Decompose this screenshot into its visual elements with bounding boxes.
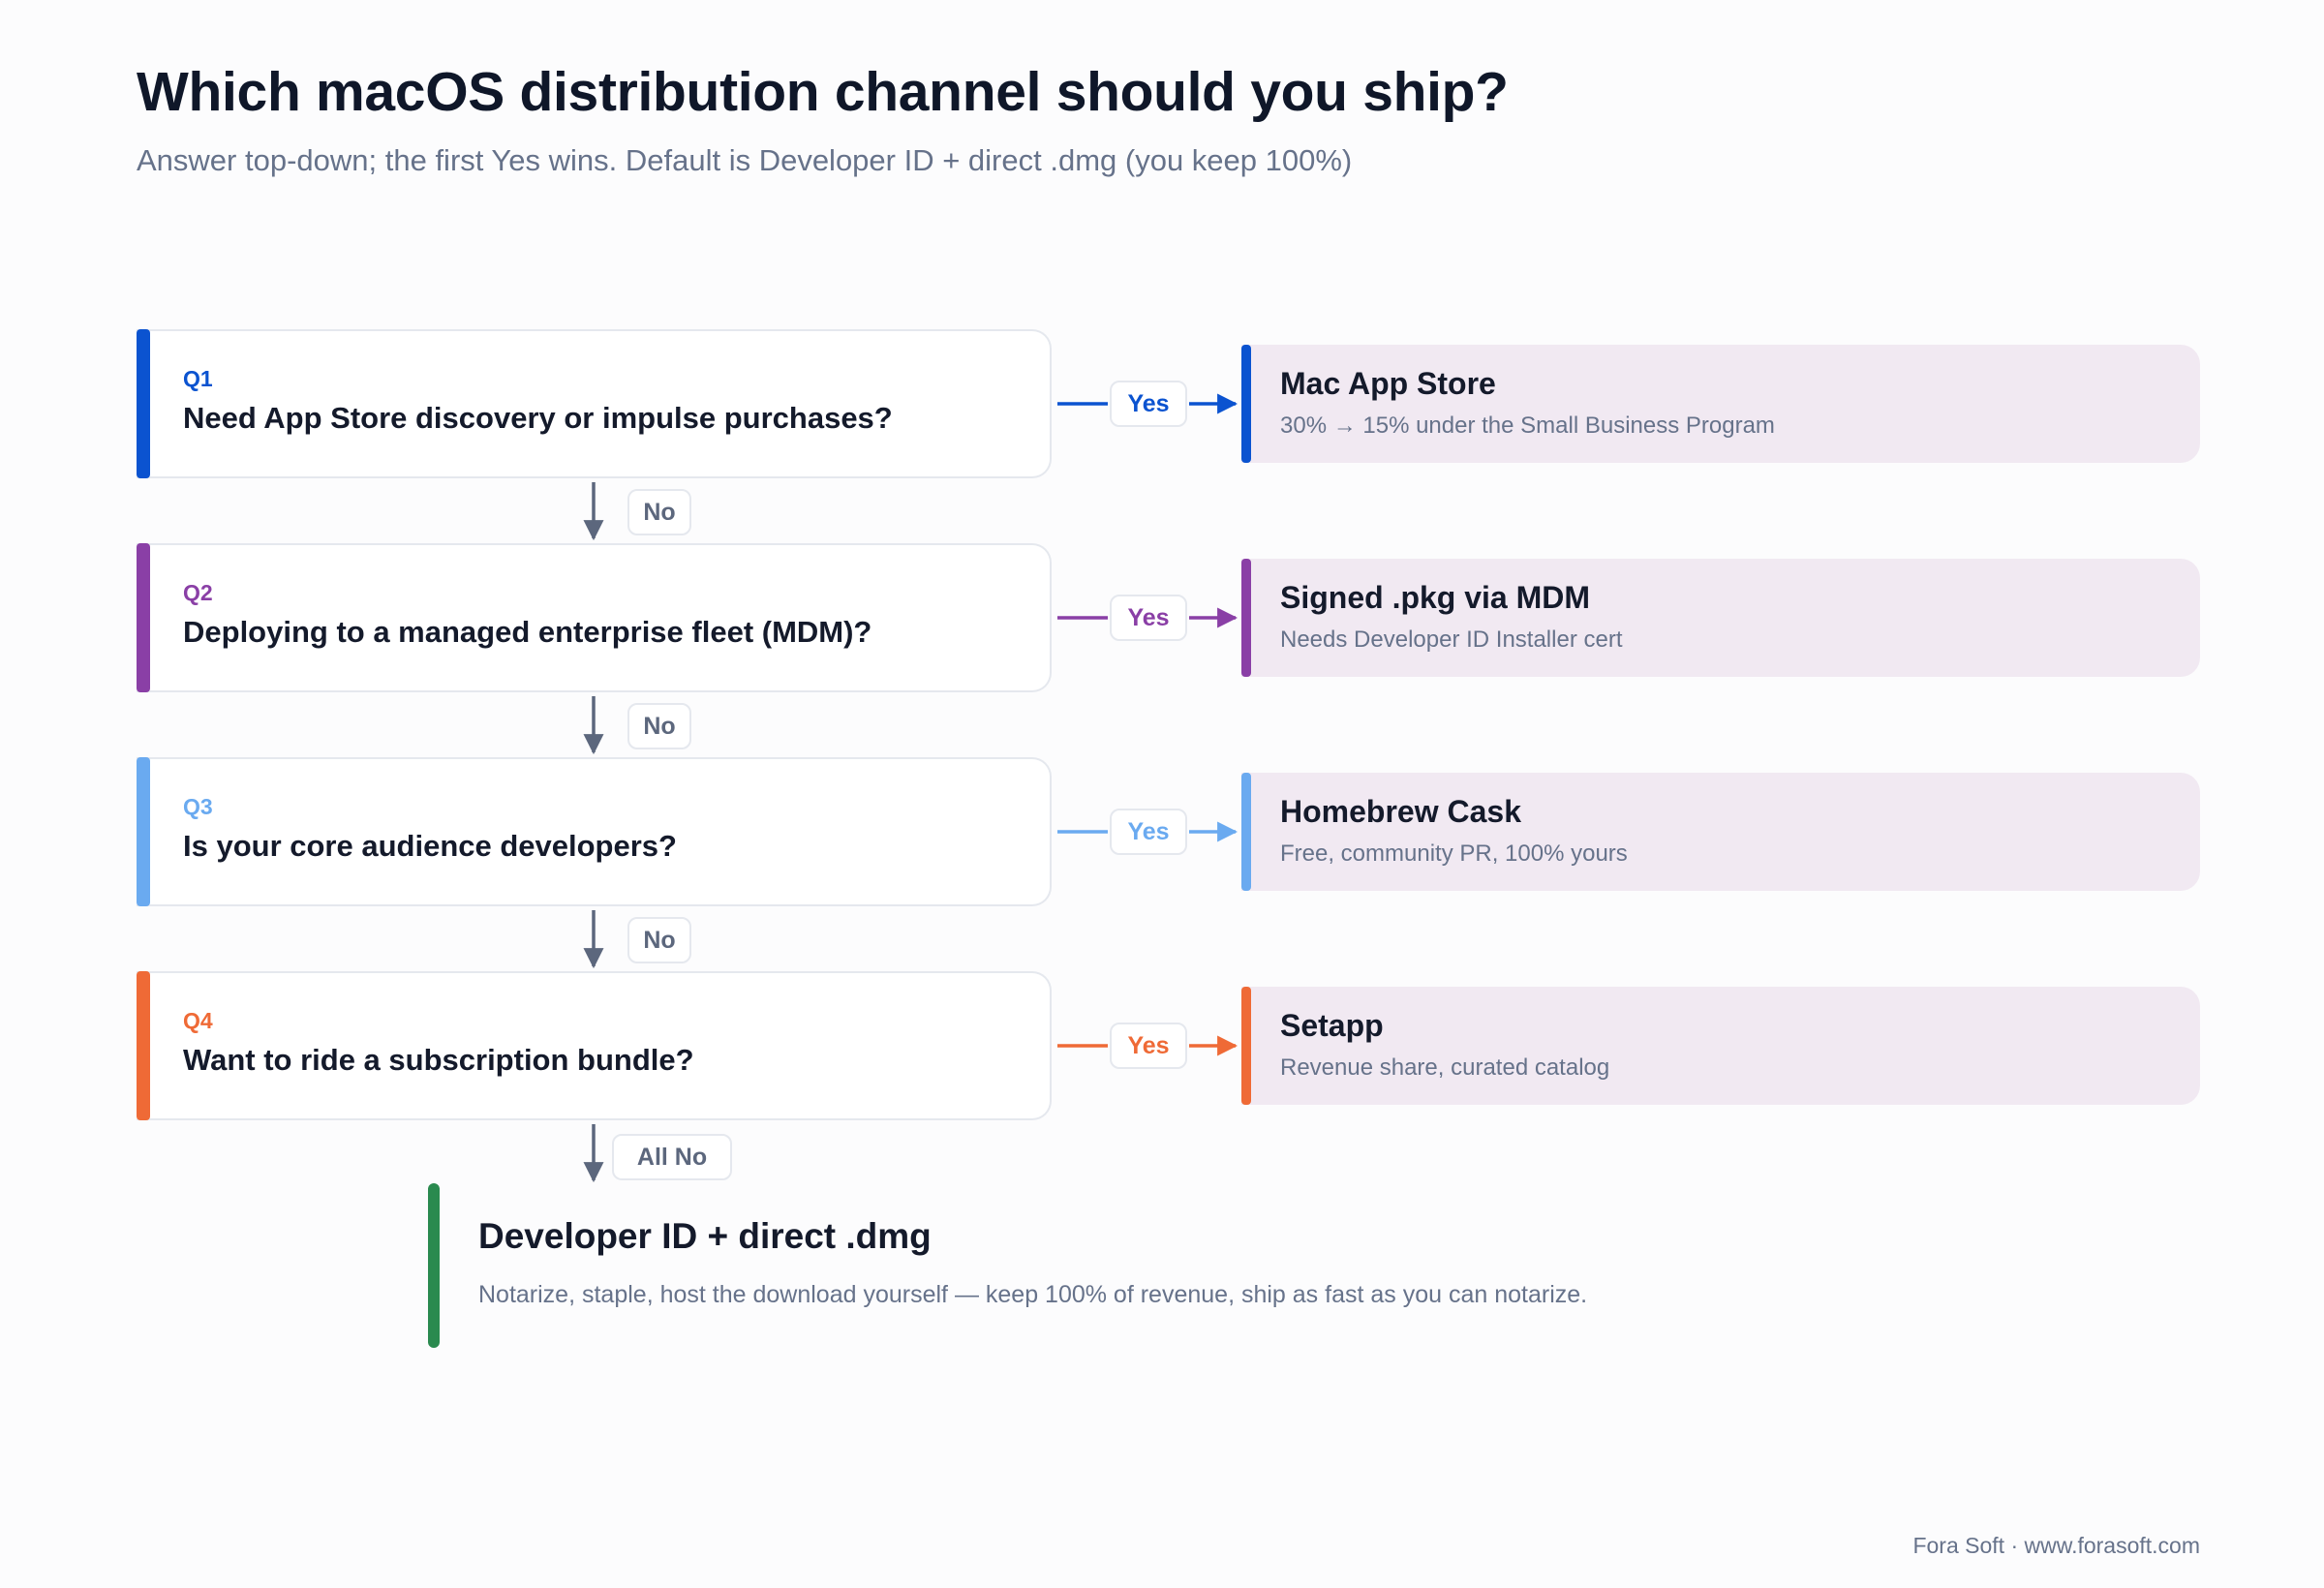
final-outcome-description: Notarize, staple, host the download your… xyxy=(478,1281,1588,1308)
question-box-q3: Q3 Is your core audience developers? xyxy=(137,757,1052,906)
yes-label-q4: Yes xyxy=(1110,1023,1187,1069)
answer-title: Signed .pkg via MDM xyxy=(1280,580,1591,615)
question-text: Deploying to a managed enterprise fleet … xyxy=(183,615,872,649)
question-accent-bar xyxy=(137,329,150,478)
yes-label-q2: Yes xyxy=(1110,595,1187,641)
no-label-q2: No xyxy=(627,703,691,749)
question-accent-bar xyxy=(137,543,150,692)
footer-credit: Fora Soft · www.forasoft.com xyxy=(1912,1533,2200,1558)
question-number: Q3 xyxy=(183,794,213,819)
answer-box-setapp: Setapp Revenue share, curated catalog xyxy=(1241,987,2200,1105)
question-box-q4: Q4 Want to ride a subscription bundle? xyxy=(137,971,1052,1120)
question-number: Q1 xyxy=(183,366,213,391)
answer-accent-bar xyxy=(1241,345,1251,463)
question-accent-bar xyxy=(137,971,150,1120)
answer-title: Mac App Store xyxy=(1280,366,1496,401)
answer-accent-bar xyxy=(1241,987,1251,1105)
page-subtitle: Answer top-down; the first Yes wins. Def… xyxy=(137,143,1353,177)
answer-description: 30% → 15% under the Small Business Progr… xyxy=(1280,412,1775,439)
answer-accent-bar xyxy=(1241,773,1251,891)
all-no-label: All No xyxy=(612,1134,732,1180)
final-accent-bar xyxy=(428,1183,440,1348)
answer-box-signed-pkg: Signed .pkg via MDM Needs Developer ID I… xyxy=(1241,559,2200,677)
yes-label-q3: Yes xyxy=(1110,809,1187,855)
question-number: Q4 xyxy=(183,1008,213,1033)
question-accent-bar xyxy=(137,757,150,906)
final-outcome-title: Developer ID + direct .dmg xyxy=(478,1216,932,1256)
no-label-q1: No xyxy=(627,489,691,535)
answer-box-mac-app-store: Mac App Store 30% → 15% under the Small … xyxy=(1241,345,2200,463)
answer-description: Revenue share, curated catalog xyxy=(1280,1054,1610,1081)
question-text: Is your core audience developers? xyxy=(183,829,677,863)
question-text: Need App Store discovery or impulse purc… xyxy=(183,401,893,435)
answer-description: Free, community PR, 100% yours xyxy=(1280,840,1628,867)
question-number: Q2 xyxy=(183,580,213,605)
answer-title: Setapp xyxy=(1280,1008,1384,1043)
question-box-q2: Q2 Deploying to a managed enterprise fle… xyxy=(137,543,1052,692)
yes-label-q1: Yes xyxy=(1110,381,1187,427)
question-text: Want to ride a subscription bundle? xyxy=(183,1043,694,1077)
answer-box-homebrew-cask: Homebrew Cask Free, community PR, 100% y… xyxy=(1241,773,2200,891)
answer-description: Needs Developer ID Installer cert xyxy=(1280,626,1623,653)
page-title: Which macOS distribution channel should … xyxy=(137,61,1509,123)
no-label-q3: No xyxy=(627,917,691,963)
question-box-q1: Q1 Need App Store discovery or impulse p… xyxy=(137,329,1052,478)
answer-accent-bar xyxy=(1241,559,1251,677)
answer-title: Homebrew Cask xyxy=(1280,794,1521,829)
